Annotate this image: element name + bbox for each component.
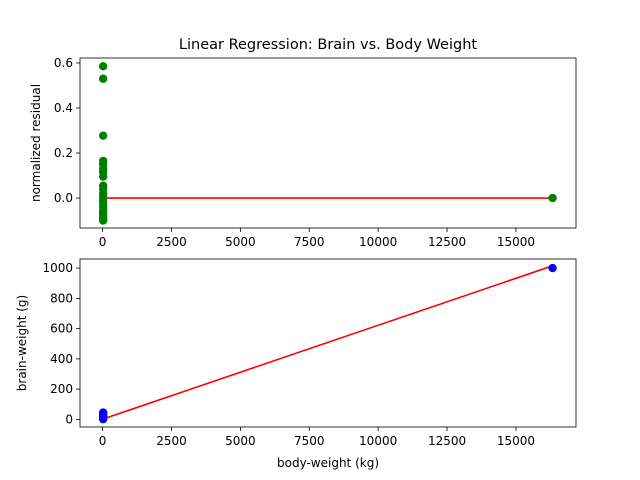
- data-point-6: [98, 414, 108, 424]
- x-tick-label: 15000: [497, 434, 535, 448]
- x-tick-label: 5000: [225, 235, 256, 249]
- residual-y-axis-label: normalized residual: [29, 84, 43, 202]
- data-point-20: [98, 216, 108, 225]
- brain-body-axes-frame: [79, 258, 577, 428]
- data-point-7: [548, 263, 557, 273]
- brain-body-subplot: 0 2500 5000 7500 10000 12500 15000 0 200 400 600 8…: [15, 258, 577, 470]
- brain-body-y-ticks: 0 200 400 600 800 1000: [42, 261, 80, 426]
- data-point-21: [548, 193, 557, 203]
- x-tick-label: 7500: [294, 235, 325, 249]
- residual-y-ticks: 0.0 0.2 0.4 0.6: [54, 56, 80, 205]
- x-tick-label: 7500: [294, 434, 325, 448]
- y-tick-label: 0.4: [54, 101, 73, 115]
- data-point-1: [98, 74, 108, 83]
- x-tick-label: 10000: [359, 235, 397, 249]
- data-point-7: [98, 172, 108, 181]
- residual-subplot: Linear Regression: Brain vs. Body Weight…: [29, 37, 577, 249]
- y-tick-label: 400: [50, 352, 73, 366]
- x-tick-label: 2500: [156, 434, 187, 448]
- brain-body-y-axis-label: brain-weight (g): [15, 295, 29, 391]
- data-point-0: [98, 62, 108, 71]
- residual-x-ticks: 0 2500 5000 7500 10000 12500 15000: [99, 228, 535, 249]
- y-tick-label: 0.0: [54, 191, 73, 205]
- x-tick-label: 15000: [497, 235, 535, 249]
- residual-plot-area: [98, 62, 557, 225]
- regression-line: [102, 265, 553, 420]
- data-point-2: [98, 131, 108, 140]
- brain-body-x-axis-label: body-weight (kg): [277, 456, 379, 470]
- y-tick-label: 0.6: [54, 56, 73, 70]
- y-tick-label: 600: [50, 322, 73, 336]
- x-tick-label: 12500: [428, 434, 466, 448]
- brain-body-x-ticks: 0 2500 5000 7500 10000 12500 15000: [99, 427, 535, 448]
- x-tick-label: 10000: [359, 434, 397, 448]
- y-tick-label: 800: [50, 291, 73, 305]
- residual-axes-frame: [79, 57, 577, 229]
- y-tick-label: 1000: [42, 261, 73, 275]
- x-tick-label: 12500: [428, 235, 466, 249]
- x-tick-label: 0: [99, 434, 107, 448]
- y-tick-label: 0: [65, 412, 73, 426]
- y-tick-label: 200: [50, 382, 73, 396]
- brain-body-plot-area: [98, 263, 557, 424]
- chart-title: Linear Regression: Brain vs. Body Weight: [179, 37, 477, 53]
- x-tick-label: 2500: [156, 235, 187, 249]
- x-tick-label: 0: [99, 235, 107, 249]
- x-tick-label: 5000: [225, 434, 256, 448]
- y-tick-label: 0.2: [54, 146, 73, 160]
